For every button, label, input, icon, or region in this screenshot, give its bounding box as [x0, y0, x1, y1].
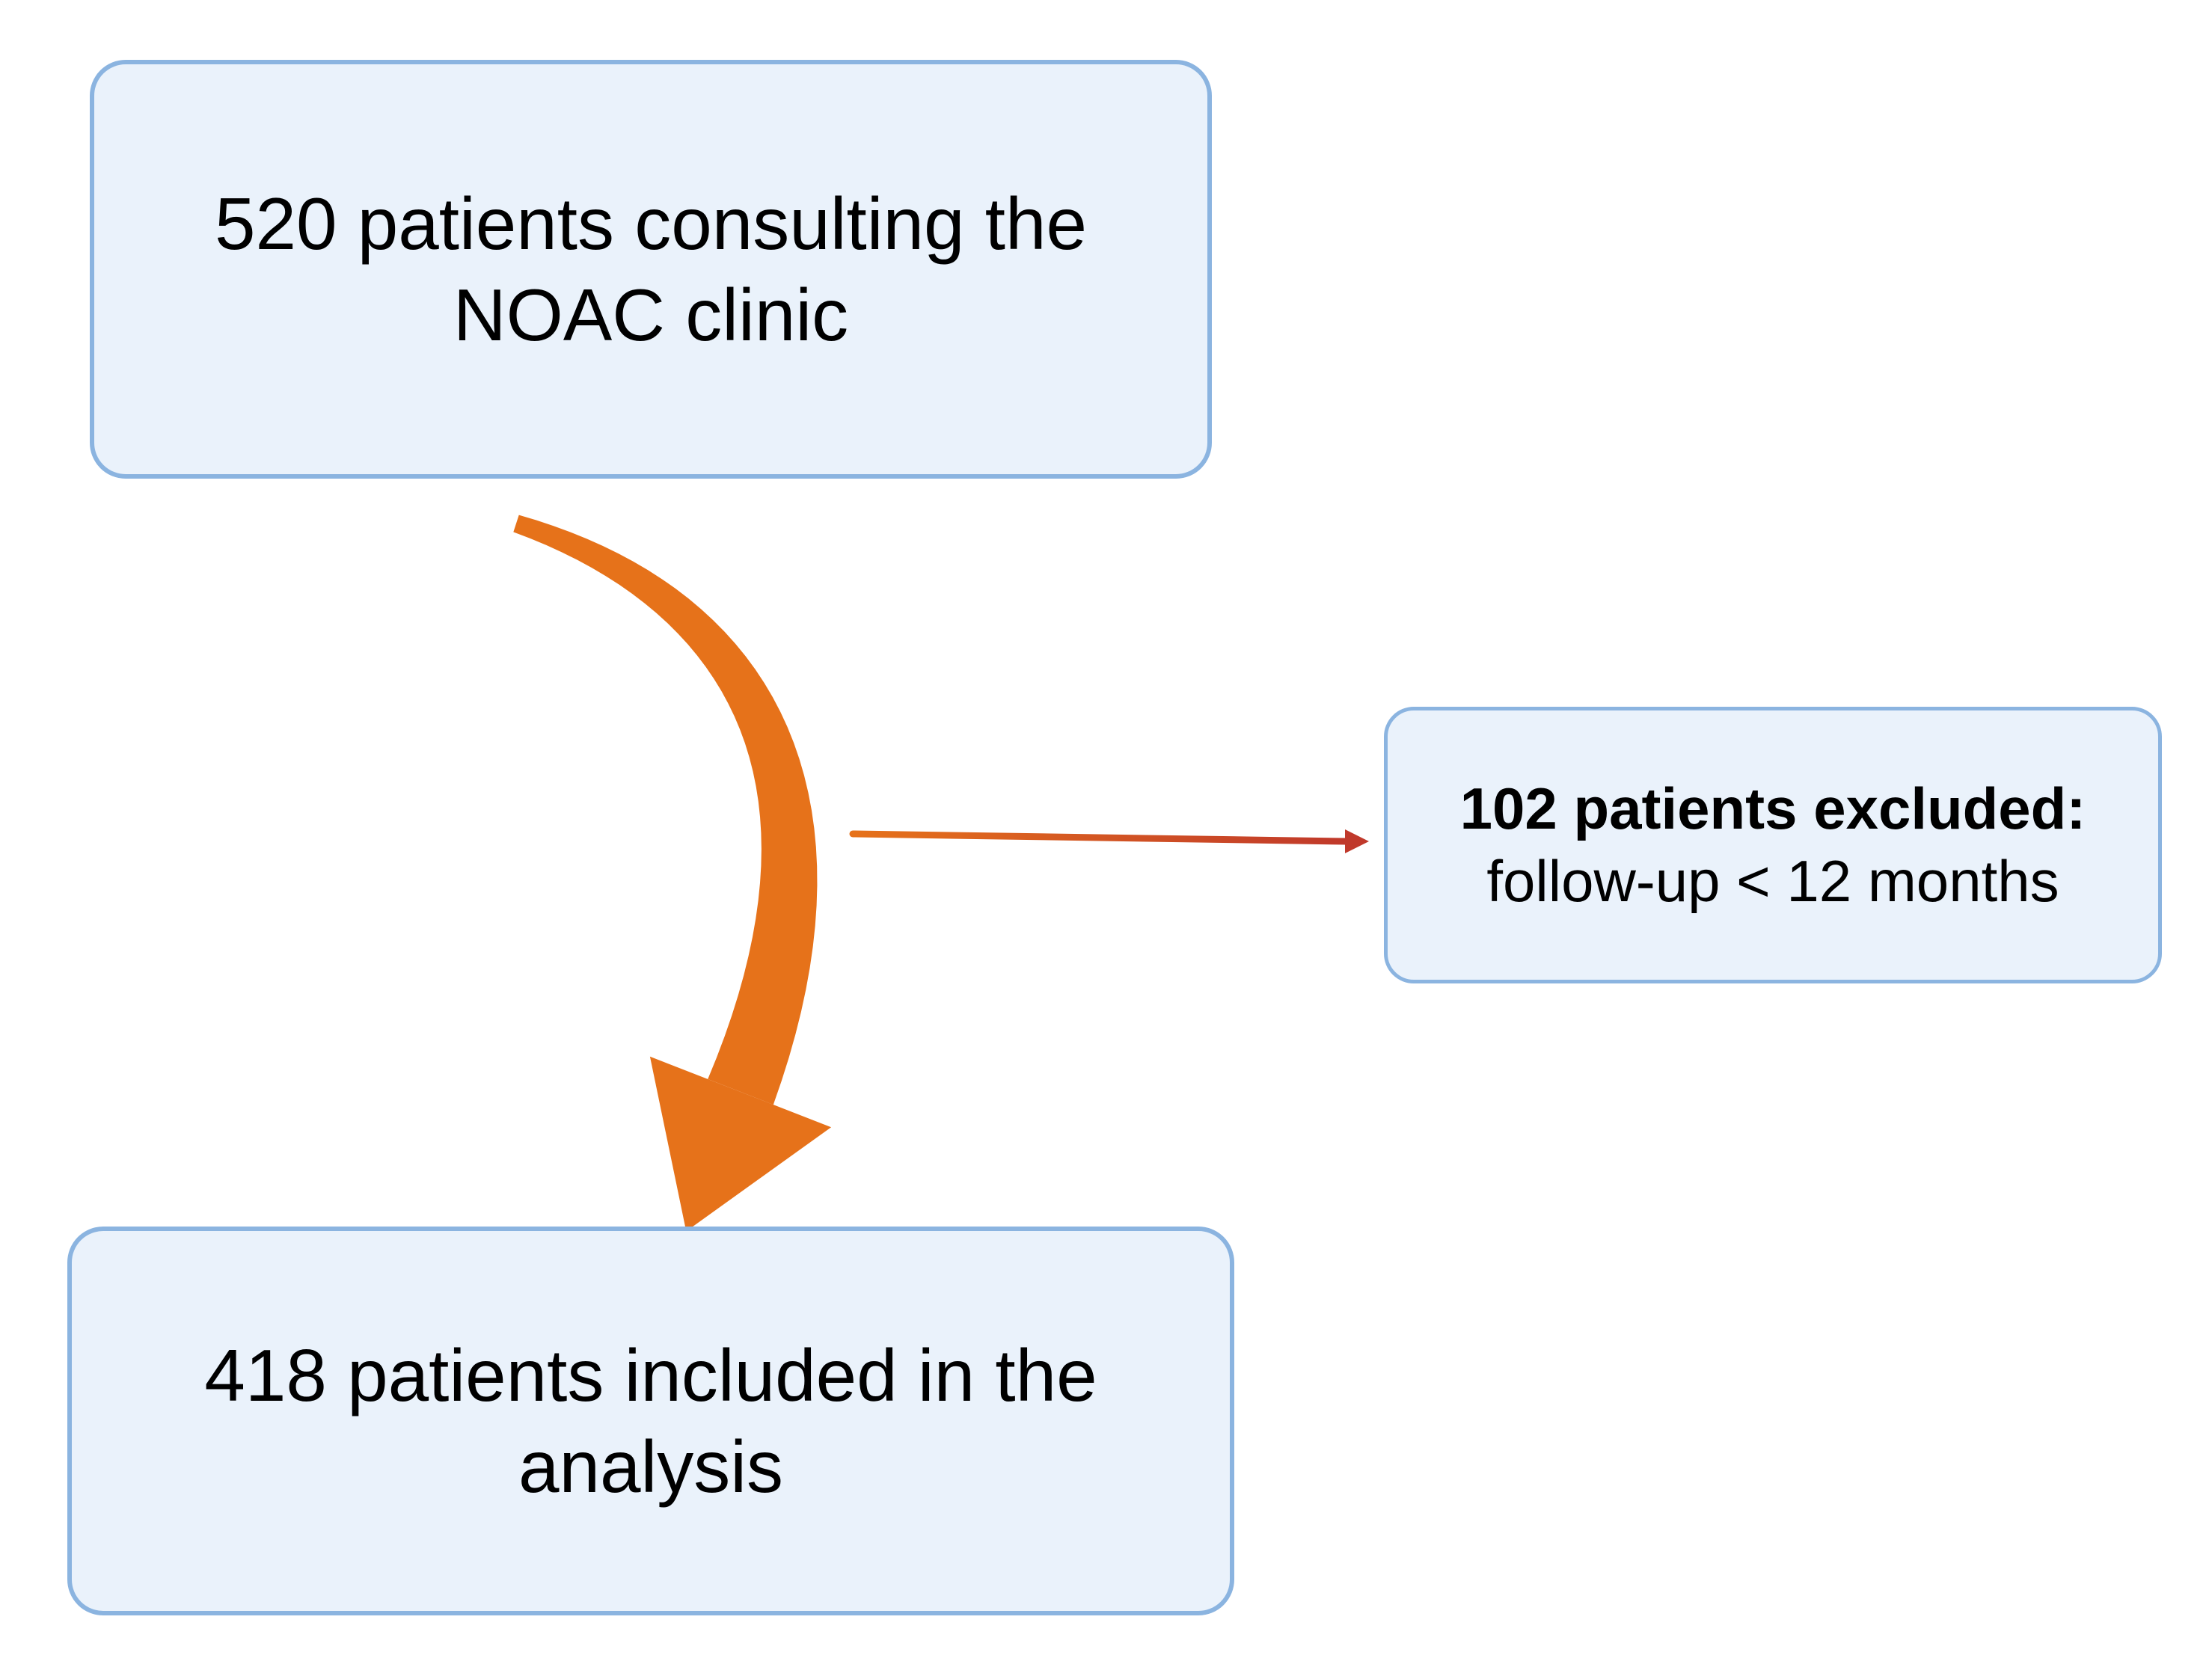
node-consulting-line2: NOAC clinic — [453, 269, 848, 361]
node-excluded-line2: follow-up < 12 months — [1486, 845, 2059, 918]
node-consulting: 520 patients consulting the NOAC clinic — [90, 60, 1212, 479]
main-flow-arrowhead — [650, 1057, 831, 1232]
node-excluded: 102 patients excluded: follow-up < 12 mo… — [1384, 707, 2162, 983]
node-included-line2: analysis — [518, 1421, 783, 1513]
excluded-arrow — [853, 834, 1345, 841]
flowchart-canvas: 520 patients consulting the NOAC clinic … — [0, 0, 2212, 1673]
node-included-line1: 418 patients included in the — [204, 1330, 1097, 1422]
node-included: 418 patients included in the analysis — [67, 1227, 1234, 1615]
excluded-arrowhead — [1345, 829, 1369, 853]
main-flow-arrow — [513, 515, 817, 1105]
node-consulting-line1: 520 patients consulting the — [215, 178, 1087, 270]
node-excluded-line1: 102 patients excluded: — [1460, 773, 2086, 846]
